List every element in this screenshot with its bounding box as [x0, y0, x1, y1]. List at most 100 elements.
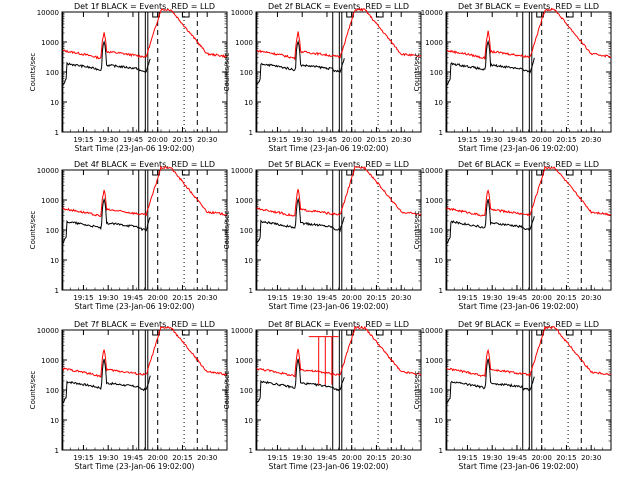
- chart-panel: Det 1f BLACK = Events, RED = LLD 1 10 100 10…: [29, 2, 228, 153]
- attenuator-bracket: [565, 330, 574, 336]
- y-tick-label: 1000: [235, 357, 253, 365]
- y-tick-label: 1: [439, 129, 443, 137]
- x-tick-label: 19:30: [292, 136, 312, 144]
- y-tick-label: 1000: [425, 357, 443, 365]
- y-tick-label: 100: [46, 227, 59, 235]
- y-tick-label: 1000: [425, 39, 443, 47]
- chart-panel: Det 7f BLACK = Events, RED = LLD 1 10 100 10…: [29, 320, 228, 471]
- lld-series-line: [446, 166, 612, 217]
- x-tick-label: 19:30: [482, 136, 502, 144]
- x-tick-label: 20:00: [532, 294, 552, 302]
- x-tick-label: 19:45: [123, 294, 143, 302]
- x-tick-label: 19:15: [73, 454, 93, 462]
- y-tick-label: 1000: [235, 39, 253, 47]
- x-tick-label: 20:15: [556, 454, 576, 462]
- x-tick-label: 19:15: [73, 294, 93, 302]
- y-axis-label: Counts/sec: [413, 211, 421, 250]
- y-tick-label: 100: [240, 227, 253, 235]
- x-axis-label: Start Time (23-Jan-06 19:02:00): [459, 462, 579, 471]
- events-series-line: [446, 39, 535, 86]
- y-tick-label: 10: [434, 417, 443, 425]
- x-tick-label: 19:30: [482, 454, 502, 462]
- x-tick-label: 19:15: [73, 136, 93, 144]
- x-tick-label: 20:00: [342, 294, 362, 302]
- x-tick-label: 19:30: [98, 454, 118, 462]
- x-tick-label: 19:30: [482, 294, 502, 302]
- events-series-line: [256, 39, 345, 86]
- x-axis-label: Start Time (23-Jan-06 19:02:00): [269, 302, 389, 311]
- x-tick-label: 19:45: [317, 454, 337, 462]
- y-axis-label: Counts/sec: [29, 211, 37, 250]
- lld-series-line: [446, 325, 612, 378]
- y-tick-label: 1: [439, 447, 443, 455]
- y-tick-label: 100: [46, 69, 59, 77]
- chart-title: Det 2f BLACK = Events, RED = LLD: [268, 2, 409, 11]
- y-axis-label: Counts/sec: [223, 371, 231, 410]
- y-axis-label: Counts/sec: [223, 211, 231, 250]
- y-tick-label: 10000: [37, 167, 59, 175]
- x-tick-label: 20:30: [581, 294, 601, 302]
- y-tick-label: 1: [249, 129, 253, 137]
- x-tick-label: 20:30: [391, 454, 411, 462]
- x-axis-label: Start Time (23-Jan-06 19:02:00): [269, 462, 389, 471]
- attenuator-bracket: [536, 170, 544, 176]
- lld-series-line: [256, 165, 422, 217]
- chart-title: Det 7f BLACK = Events, RED = LLD: [74, 320, 215, 329]
- chart-panel: Det 6f BLACK = Events, RED = LLD 1 10 100 10…: [413, 160, 612, 311]
- y-tick-label: 100: [430, 69, 443, 77]
- x-tick-label: 20:30: [391, 294, 411, 302]
- chart-title: Det 8f BLACK = Events, RED = LLD: [268, 320, 409, 329]
- attenuator-bracket: [375, 12, 384, 18]
- x-tick-label: 19:45: [507, 454, 527, 462]
- x-tick-label: 20:15: [172, 294, 192, 302]
- x-tick-label: 20:15: [366, 136, 386, 144]
- x-tick-label: 20:15: [172, 136, 192, 144]
- plot-frame: [255, 169, 422, 291]
- plot-frame: [61, 329, 228, 451]
- x-tick-label: 19:45: [317, 294, 337, 302]
- chart-title: Det 5f BLACK = Events, RED = LLD: [268, 160, 409, 169]
- y-tick-label: 10: [50, 417, 59, 425]
- y-tick-label: 10: [434, 99, 443, 107]
- x-tick-label: 19:30: [292, 454, 312, 462]
- attenuator-bracket: [181, 12, 190, 18]
- x-tick-label: 19:15: [267, 136, 287, 144]
- y-tick-label: 10000: [421, 327, 443, 335]
- y-axis-label: Counts/sec: [413, 371, 421, 410]
- x-tick-label: 20:30: [581, 454, 601, 462]
- x-tick-label: 20:00: [148, 294, 168, 302]
- y-tick-label: 10000: [421, 167, 443, 175]
- y-tick-label: 1000: [235, 197, 253, 205]
- lld-series-line: [446, 7, 612, 61]
- lld-series-line: [62, 165, 228, 218]
- y-tick-label: 10000: [231, 9, 253, 17]
- x-tick-label: 20:30: [581, 136, 601, 144]
- attenuator-bracket: [152, 12, 160, 18]
- x-tick-label: 19:45: [123, 454, 143, 462]
- events-series-line: [256, 197, 345, 245]
- x-tick-label: 20:00: [148, 136, 168, 144]
- chart-title: Det 6f BLACK = Events, RED = LLD: [458, 160, 599, 169]
- y-tick-label: 1: [55, 129, 59, 137]
- x-tick-label: 19:45: [507, 294, 527, 302]
- y-axis-label: Counts/sec: [29, 53, 37, 92]
- events-series-line: [446, 198, 535, 245]
- y-tick-label: 1000: [41, 39, 59, 47]
- y-tick-label: 1: [249, 287, 253, 295]
- y-tick-label: 10: [434, 257, 443, 265]
- y-tick-label: 100: [46, 387, 59, 395]
- x-tick-label: 19:45: [507, 136, 527, 144]
- attenuator-bracket: [565, 170, 574, 176]
- events-series-line: [446, 358, 535, 405]
- attenuator-bracket: [181, 330, 190, 336]
- lld-series-line: [62, 8, 228, 60]
- plot-frame: [445, 11, 612, 133]
- lld-series-line: [256, 7, 422, 61]
- x-tick-label: 19:30: [292, 294, 312, 302]
- y-tick-label: 10000: [231, 167, 253, 175]
- attenuator-bracket: [375, 170, 384, 176]
- y-tick-label: 1: [249, 447, 253, 455]
- y-axis-label: Counts/sec: [29, 371, 37, 410]
- y-tick-label: 100: [430, 387, 443, 395]
